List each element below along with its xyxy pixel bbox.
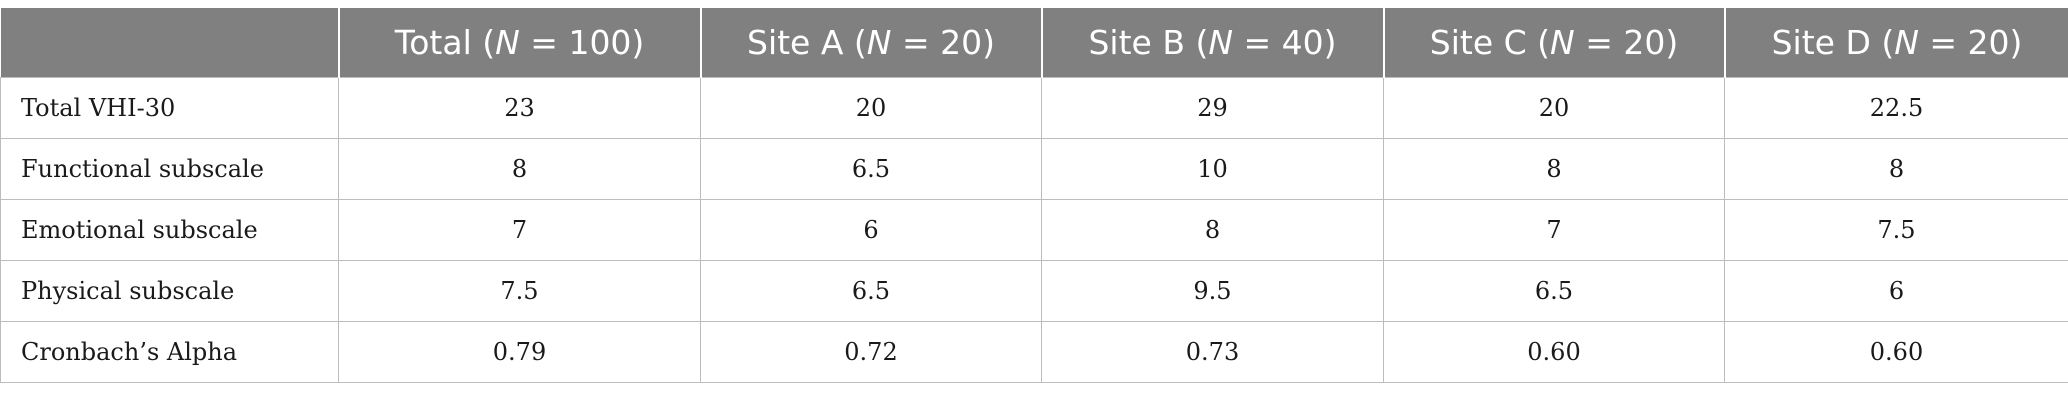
header-cell-site-b: Site B (N = 40)	[1041, 8, 1385, 78]
row-label-emotional: Emotional subscale	[0, 199, 339, 261]
cell-value: 6	[700, 199, 1042, 261]
cell-value: 20	[1383, 77, 1725, 139]
header-cell-site-c: Site C (N = 20)	[1383, 8, 1726, 78]
header-cell-total: Total (N = 100)	[338, 8, 702, 78]
header-cell-site-d: Site D (N = 20)	[1724, 8, 2068, 78]
results-table-container: Total (N = 100) Site A (N = 20) Site B (…	[0, 8, 2068, 383]
row-label-total-vhi: Total VHI-30	[0, 77, 339, 139]
cell-value: 6	[1724, 260, 2068, 322]
cell-value: 20	[700, 77, 1042, 139]
cell-value: 29	[1041, 77, 1384, 139]
cell-value: 6.5	[700, 260, 1042, 322]
header-corner-cell	[0, 8, 340, 78]
table-row: Emotional subscale 7 6 8 7 7.5	[0, 199, 2068, 261]
cell-value: 0.72	[700, 321, 1042, 383]
cell-value: 10	[1041, 138, 1384, 200]
cell-value: 7.5	[338, 260, 701, 322]
header-cell-site-a: Site A (N = 20)	[700, 8, 1043, 78]
cell-value: 23	[338, 77, 701, 139]
row-label-physical: Physical subscale	[0, 260, 339, 322]
cell-value: 7.5	[1724, 199, 2068, 261]
cell-value: 0.79	[338, 321, 701, 383]
cell-value: 8	[1041, 199, 1384, 261]
table-body: Total VHI-30 23 20 29 20 22.5 Functional…	[0, 77, 2068, 383]
table-row: Physical subscale 7.5 6.5 9.5 6.5 6	[0, 260, 2068, 322]
row-label-functional: Functional subscale	[0, 138, 339, 200]
cell-value: 6.5	[700, 138, 1042, 200]
table-row: Functional subscale 8 6.5 10 8 8	[0, 138, 2068, 200]
cell-value: 0.60	[1724, 321, 2068, 383]
cell-value: 9.5	[1041, 260, 1384, 322]
header-row: Total (N = 100) Site A (N = 20) Site B (…	[0, 8, 2068, 78]
cell-value: 8	[1724, 138, 2068, 200]
cell-value: 7	[338, 199, 701, 261]
cell-value: 6.5	[1383, 260, 1725, 322]
table-header: Total (N = 100) Site A (N = 20) Site B (…	[0, 8, 2068, 78]
cell-value: 22.5	[1724, 77, 2068, 139]
cell-value: 8	[1383, 138, 1725, 200]
cell-value: 8	[338, 138, 701, 200]
cell-value: 0.73	[1041, 321, 1384, 383]
row-label-cronbach-alpha: Cronbach’s Alpha	[0, 321, 339, 383]
cell-value: 0.60	[1383, 321, 1725, 383]
cell-value: 7	[1383, 199, 1725, 261]
table-row: Total VHI-30 23 20 29 20 22.5	[0, 77, 2068, 139]
table-row: Cronbach’s Alpha 0.79 0.72 0.73 0.60 0.6…	[0, 321, 2068, 383]
results-table: Total (N = 100) Site A (N = 20) Site B (…	[0, 8, 2068, 383]
